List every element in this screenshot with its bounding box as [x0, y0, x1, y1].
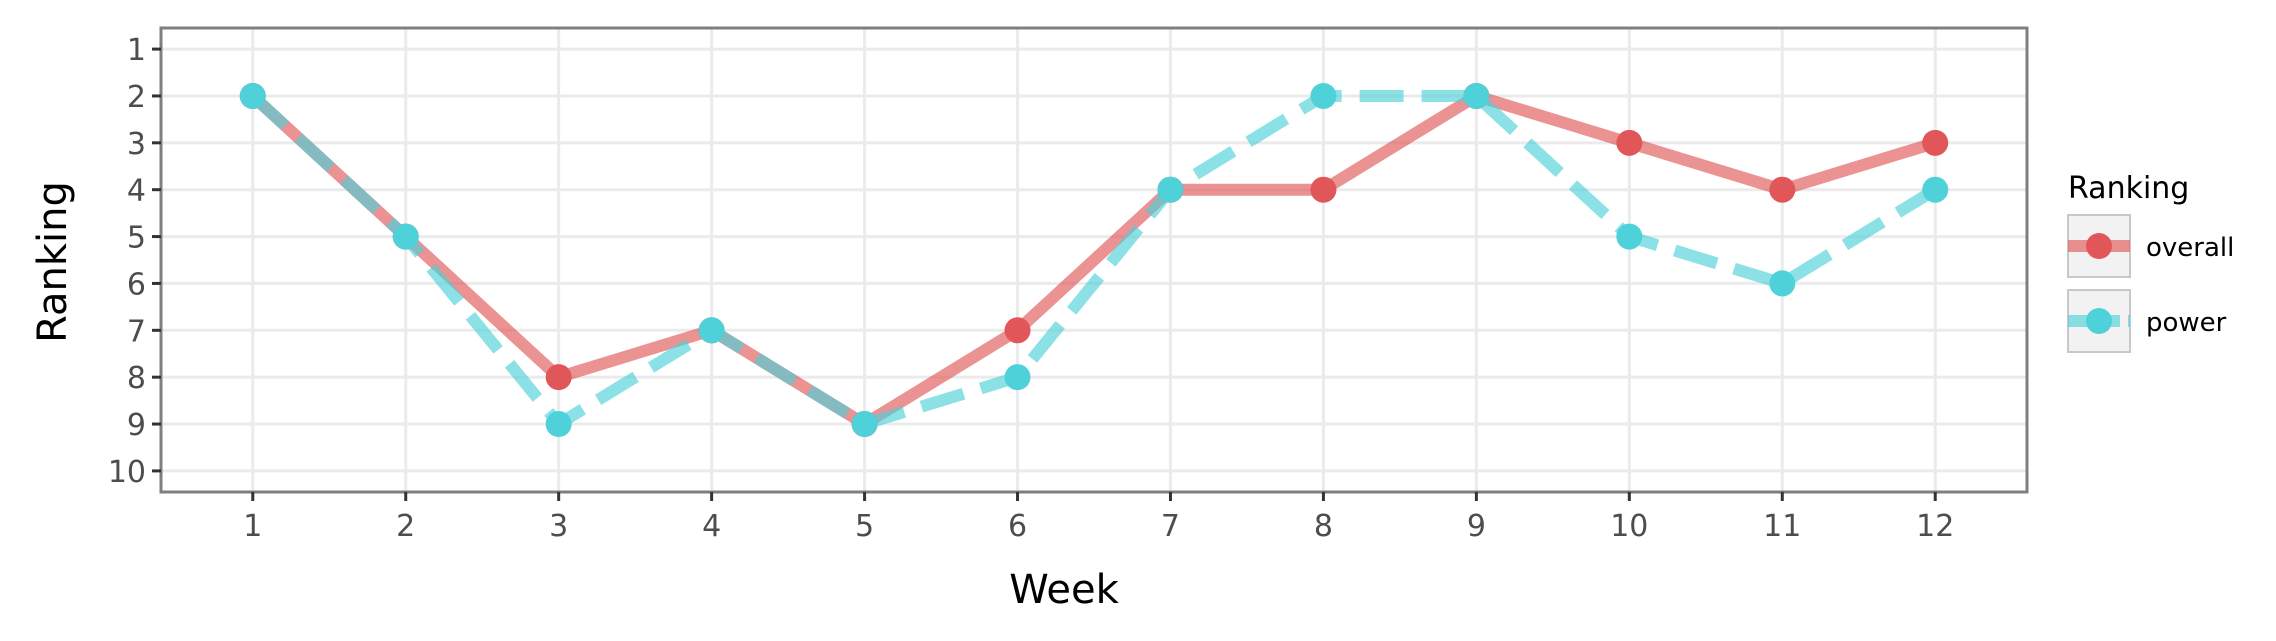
legend-item-overall: overall	[2067, 214, 2234, 278]
x-tick-label: 7	[1161, 509, 1180, 544]
x-axis-title: Week	[1009, 567, 1119, 613]
data-point-overall	[1769, 176, 1796, 203]
series-points	[239, 82, 1949, 438]
x-tick-label: 12	[1916, 509, 1954, 544]
plot-border	[159, 26, 2029, 494]
legend-label: overall	[2146, 233, 2234, 263]
data-point-power	[392, 223, 419, 250]
legend-key-point	[2086, 308, 2112, 334]
y-tick-label: 7	[127, 314, 146, 349]
y-axis: 1 2 3 4 5 6 7 8 9 10	[108, 33, 161, 490]
data-point-overall	[1310, 176, 1337, 203]
y-tick-label: 6	[127, 267, 146, 302]
data-point-power	[1922, 176, 1949, 203]
legend-key-point	[2086, 233, 2112, 259]
y-tick-label: 1	[127, 33, 146, 68]
legend-label: power	[2146, 308, 2227, 338]
data-point-overall	[545, 364, 572, 391]
data-point-overall	[1616, 129, 1643, 156]
x-tick-label: 8	[1314, 509, 1333, 544]
data-point-power	[545, 411, 572, 438]
data-point-power	[1616, 223, 1643, 250]
x-axis: 1 2 3 4 5 6 7 8 9 10 11 12	[243, 492, 1954, 544]
y-axis-title: Ranking	[30, 181, 76, 343]
y-tick-label: 3	[127, 127, 146, 162]
data-point-overall	[1004, 317, 1031, 344]
x-tick-label: 9	[1467, 509, 1486, 544]
x-tick-label: 3	[549, 509, 568, 544]
y-tick-label: 8	[127, 361, 146, 396]
data-point-power	[1769, 270, 1796, 297]
legend-item-power: power	[2067, 289, 2227, 353]
data-point-overall	[1922, 129, 1949, 156]
data-point-power	[698, 317, 725, 344]
x-tick-label: 11	[1763, 509, 1801, 544]
x-tick-label: 10	[1610, 509, 1648, 544]
data-point-power	[851, 411, 878, 438]
x-tick-label: 2	[396, 509, 415, 544]
x-tick-label: 1	[243, 509, 262, 544]
y-tick-label: 4	[127, 174, 146, 209]
y-tick-label: 9	[127, 408, 146, 443]
x-tick-label: 6	[1008, 509, 1027, 544]
data-point-power	[1310, 82, 1337, 109]
legend-title: Ranking	[2068, 171, 2189, 206]
y-tick-label: 2	[127, 80, 146, 115]
y-tick-label: 5	[127, 221, 146, 256]
series-line-power	[248, 89, 1939, 431]
data-point-power	[1463, 82, 1490, 109]
x-tick-label: 4	[702, 509, 721, 544]
series-lines	[248, 89, 1939, 431]
data-point-power	[239, 82, 266, 109]
y-tick-label: 10	[108, 455, 146, 490]
series-line-overall	[248, 89, 1937, 431]
legend: Ranking overall power	[2067, 171, 2234, 353]
data-point-power	[1157, 176, 1184, 203]
x-tick-label: 5	[855, 509, 874, 544]
data-point-power	[1004, 364, 1031, 391]
